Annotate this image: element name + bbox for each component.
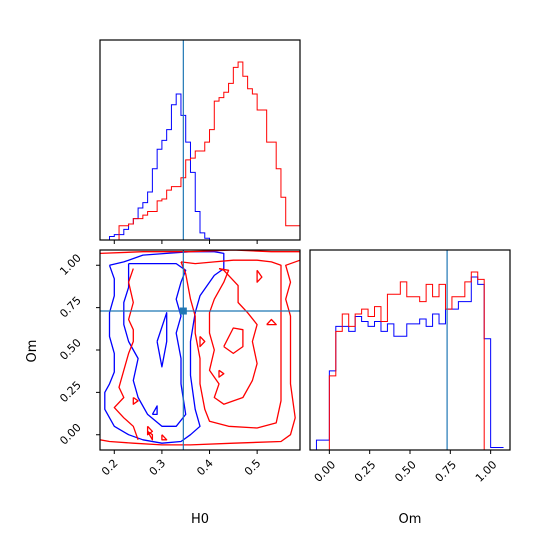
contour-series-0-level-3 xyxy=(151,405,158,416)
contour-series-0-level-0 xyxy=(104,251,225,444)
contour-series-0-level-2 xyxy=(156,312,168,368)
h0-histogram-series-1 xyxy=(100,61,301,241)
h0-histogram-panel xyxy=(99,39,301,244)
contour-series-1-level-1 xyxy=(113,268,139,441)
contour-series-1-level-11 xyxy=(132,396,139,405)
x-axis-label-om: Om xyxy=(399,512,422,527)
contour-series-1-level-12 xyxy=(146,425,154,436)
x-axis-label-h0: H0 xyxy=(191,512,209,527)
contour-series-1-level-10 xyxy=(218,369,225,378)
om-histogram-series-1 xyxy=(316,271,504,450)
contour-series-1-level-7 xyxy=(266,318,277,326)
contour-series-1-level-9 xyxy=(199,335,206,348)
contour-series-1-level-4 xyxy=(180,259,282,429)
contour-series-1-level-5 xyxy=(208,267,258,405)
contour-series-1-level-3 xyxy=(161,434,168,441)
contour-series-1-level-8 xyxy=(256,269,263,283)
h0-histogram-frame xyxy=(99,39,301,241)
h0-histogram-ticks xyxy=(113,240,258,244)
contour-series-1-level-6 xyxy=(223,327,244,355)
om-histogram-series-0 xyxy=(315,276,504,450)
y-axis-label-om: Om xyxy=(25,340,40,363)
contour-series-1-level-0 xyxy=(100,250,300,446)
truth-marker xyxy=(179,307,187,315)
